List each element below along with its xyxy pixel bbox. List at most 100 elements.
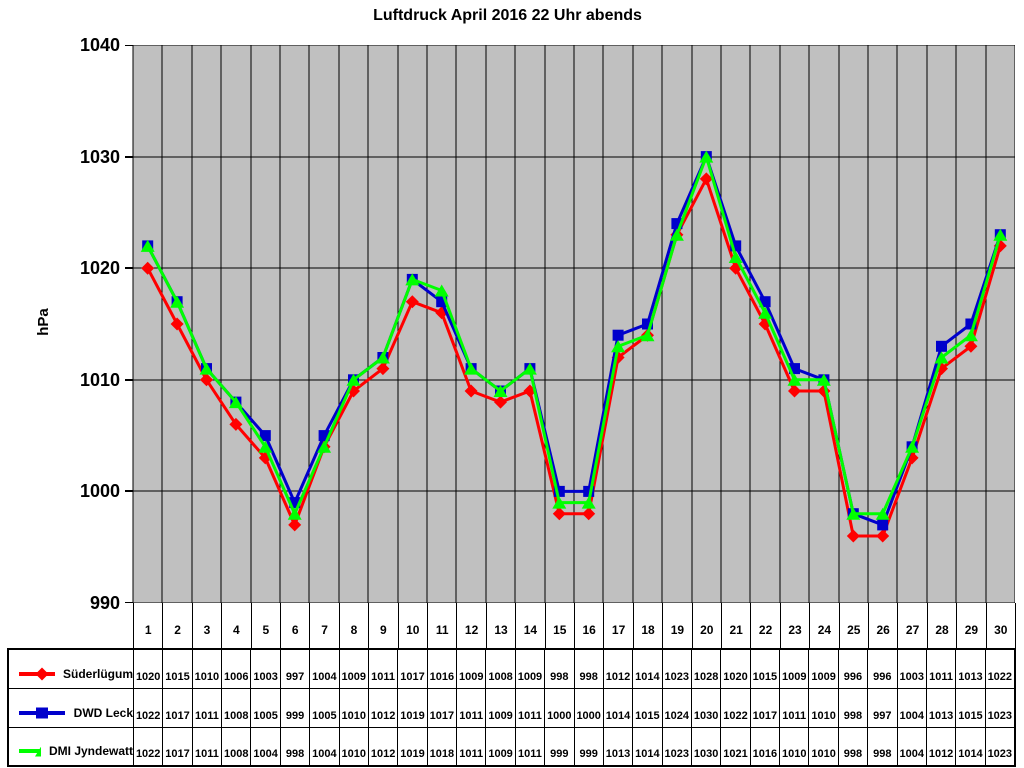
diamond-marker-icon bbox=[552, 507, 566, 521]
square-marker-icon bbox=[936, 340, 947, 352]
x-axis-day-label: 27 bbox=[898, 603, 928, 648]
square-marker-icon bbox=[730, 240, 742, 252]
table-value-cell: 1009 bbox=[485, 726, 515, 765]
square-marker-icon bbox=[671, 218, 683, 230]
square-marker-icon bbox=[583, 485, 595, 497]
x-axis-day-label: 12 bbox=[457, 603, 487, 648]
x-axis-day-label: 13 bbox=[487, 603, 517, 648]
table-value-cell: 1011 bbox=[456, 726, 486, 765]
y-tick-label: 1030 bbox=[79, 146, 120, 167]
x-axis-day-label: 20 bbox=[693, 603, 722, 648]
table-value-cell: 996 bbox=[867, 650, 896, 689]
table-value-cell: 1023 bbox=[661, 726, 691, 765]
triangle-marker-icon bbox=[846, 507, 861, 520]
table-value-cell: 1005 bbox=[250, 688, 280, 727]
table-value-cell: 1011 bbox=[367, 650, 397, 689]
table-value-cell: 999 bbox=[279, 688, 310, 727]
triangle-marker-icon bbox=[816, 373, 831, 386]
triangle-marker-icon bbox=[728, 251, 743, 263]
x-axis-day-label: 29 bbox=[957, 603, 987, 648]
table-value-cell: 1011 bbox=[779, 688, 809, 727]
table-value-cell: 1004 bbox=[250, 726, 280, 765]
table-value-cell: 1008 bbox=[221, 688, 251, 727]
chart-title: Luftdruck April 2016 22 Uhr abends bbox=[373, 7, 642, 24]
table-value-cell: 1012 bbox=[602, 650, 632, 689]
table-value-cell: 997 bbox=[279, 650, 309, 689]
y-tick-label: 990 bbox=[89, 593, 120, 613]
table-value-cell: 998 bbox=[837, 688, 868, 727]
table-value-cell: 1004 bbox=[309, 650, 338, 689]
table-value-cell: 1005 bbox=[309, 688, 339, 727]
triangle-marker-icon bbox=[993, 228, 1008, 241]
triangle-marker-icon bbox=[758, 306, 773, 319]
x-axis-day-label: 14 bbox=[516, 603, 546, 648]
y-tick-label: 1020 bbox=[79, 258, 120, 279]
table-value-cell: 1004 bbox=[896, 688, 926, 727]
table-value-cell: 1013 bbox=[602, 726, 633, 765]
gridlines bbox=[125, 45, 1015, 603]
diamond-marker-icon bbox=[229, 417, 243, 431]
table-value-cell: 1017 bbox=[162, 688, 192, 727]
x-axis-day-label: 23 bbox=[781, 603, 811, 648]
triangle-marker-icon bbox=[552, 496, 567, 509]
x-axis-day-label: 3 bbox=[193, 603, 223, 648]
legend-cell: DWD Leck bbox=[9, 688, 133, 726]
diamond-marker-icon bbox=[35, 667, 49, 681]
table-value-cell: 1015 bbox=[955, 688, 985, 727]
triangle-marker-icon bbox=[905, 440, 920, 453]
square-marker-icon bbox=[789, 363, 800, 375]
table-value-cell: 1012 bbox=[925, 726, 956, 765]
table-value-cell: 1023 bbox=[984, 688, 1014, 727]
x-axis-day-label: 18 bbox=[634, 603, 664, 648]
diamond-marker-icon bbox=[170, 317, 184, 331]
table-value-cell: 1008 bbox=[485, 650, 514, 689]
x-axis-day-label: 1 bbox=[134, 603, 164, 648]
table-value-cell: 998 bbox=[544, 650, 573, 689]
legend-label: DMI Jyndewatt bbox=[48, 743, 133, 758]
table-value-cell: 1010 bbox=[338, 688, 368, 727]
x-axis-day-label: 21 bbox=[722, 603, 752, 648]
square-marker-icon bbox=[436, 296, 448, 308]
legend-cell: DMI Jyndewatt bbox=[9, 726, 133, 765]
legend-cell: Süderlügum bbox=[9, 650, 133, 688]
table-value-cell: 1003 bbox=[250, 650, 279, 689]
x-axis-day-label: 28 bbox=[928, 603, 958, 648]
diamond-marker-icon bbox=[141, 261, 155, 275]
table-value-cell: 1012 bbox=[367, 688, 398, 727]
table-value-cell: 1024 bbox=[661, 688, 691, 727]
table-value-cell: 997 bbox=[867, 688, 897, 727]
x-axis-day-label: 10 bbox=[399, 603, 428, 648]
table-value-cell: 1015 bbox=[749, 650, 779, 689]
table-value-cell: 1017 bbox=[162, 726, 192, 765]
diamond-marker-icon bbox=[494, 395, 507, 409]
y-tick-label: 1000 bbox=[79, 481, 120, 502]
square-marker-icon bbox=[877, 519, 889, 531]
table-value-cell: 1008 bbox=[221, 726, 251, 765]
triangle-marker-icon bbox=[963, 329, 978, 342]
table-value-cell: 999 bbox=[573, 726, 603, 765]
triangle-marker-icon bbox=[611, 340, 626, 353]
table-value-cell: 1009 bbox=[808, 650, 837, 689]
x-axis-day-label: 2 bbox=[163, 603, 193, 648]
table-value-cell: 1030 bbox=[690, 688, 721, 727]
table-value-cell: 1023 bbox=[661, 650, 691, 689]
table-value-cell: 1013 bbox=[955, 650, 984, 689]
triangle-marker-icon bbox=[699, 150, 714, 163]
diamond-marker-icon bbox=[376, 362, 390, 376]
x-axis-day-label: 19 bbox=[663, 603, 693, 648]
x-axis-day-label: 25 bbox=[840, 603, 869, 648]
triangle-marker-icon bbox=[317, 440, 332, 453]
table-value-cell: 1022 bbox=[133, 726, 163, 765]
triangle-marker-icon bbox=[228, 396, 243, 409]
table-value-cell: 998 bbox=[573, 650, 603, 689]
triangle-marker-icon bbox=[875, 507, 890, 520]
legend-label: Süderlügum bbox=[62, 667, 133, 682]
diamond-marker-icon bbox=[288, 518, 302, 532]
x-axis-day-label: 7 bbox=[310, 603, 340, 648]
table-value-cell: 1010 bbox=[808, 688, 838, 727]
table-value-cell: 1009 bbox=[338, 650, 368, 689]
table-value-cell: 1011 bbox=[514, 688, 545, 727]
table-value-cell: 1014 bbox=[632, 726, 662, 765]
table-value-cell: 1016 bbox=[426, 650, 456, 689]
